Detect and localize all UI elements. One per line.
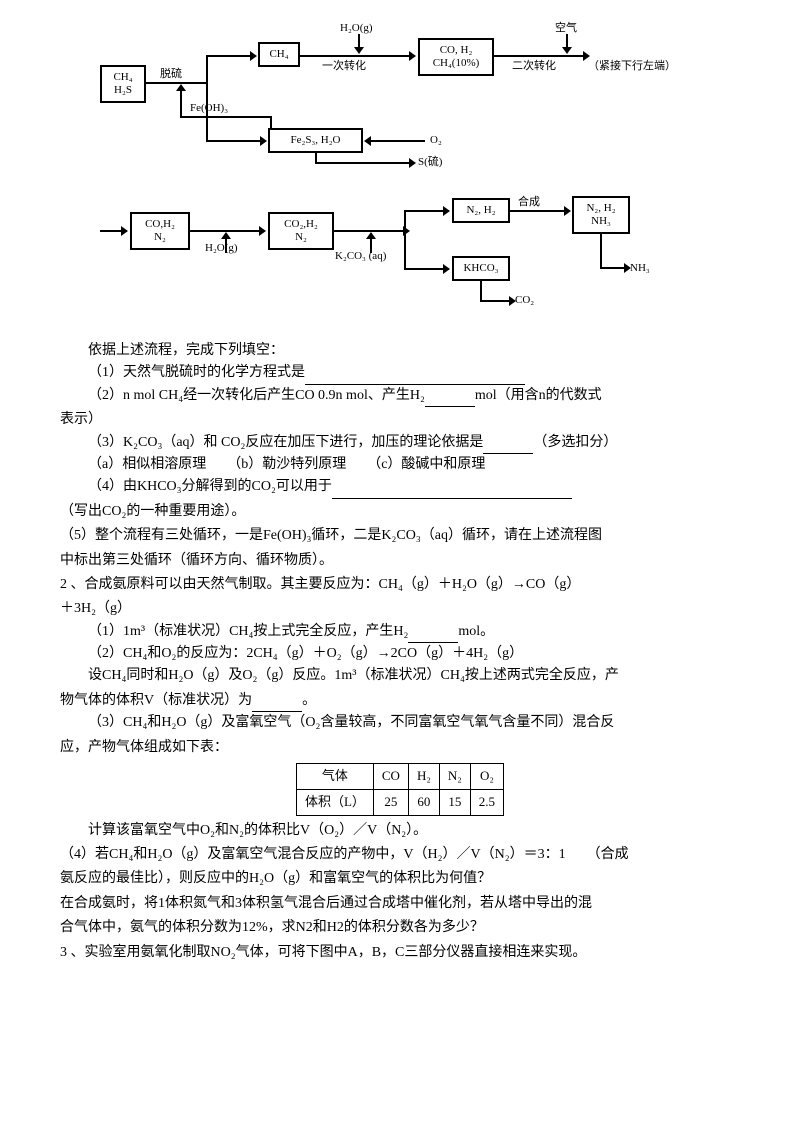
label-h2og2: H₂O(g) (205, 240, 238, 258)
q3a: （3）K₂CO₃（aq）和 CO₂反应在加压下进行，加压的理论依据是 (88, 435, 483, 450)
arrow (404, 268, 444, 270)
label-hecheng: 合成 (518, 194, 540, 212)
td-n2: 15 (439, 789, 470, 815)
q4b: （写出CO₂的一种重要用途）。 (60, 501, 740, 523)
q5a: （5）整个流程有三处循环，一是Fe(OH)₃循环，二是K₂CO₃（aq）循环，请… (60, 525, 740, 547)
gas-composition-table: 气体 CO H₂ N₂ O₂ 体积（L） 25 60 15 2.5 (296, 763, 504, 816)
box-ch4-h2s: CH₄H₂S (100, 65, 146, 103)
intro: 依据上述流程，完成下列填空： (60, 340, 740, 362)
q5b: 中标出第三处循环（循环方向、循环物质）。 (60, 550, 740, 572)
th-n2: N₂ (439, 764, 470, 790)
line (206, 55, 208, 140)
arrow (566, 34, 568, 48)
arrow (300, 55, 410, 57)
line (480, 280, 482, 300)
th-h2: H₂ (408, 764, 439, 790)
p2intro: 2 、合成氨原料可以由天然气制取。其主要反应为：CH₄（g）＋H₂O（g）→CO… (60, 574, 740, 596)
p2q4b: 氨反应的最佳比），则反应中的H₂O（g）和富氧空气的体积比为何值？ (60, 868, 740, 890)
box-co2h2n2: CO₂,H₂N₂ (268, 212, 334, 250)
label-k2co3: K₂CO₃ (aq) (335, 248, 386, 266)
box-khco3: KHCO₃ (452, 256, 510, 281)
p2q5a: 在合成氨时，将1体积氮气和3体积氢气混合后通过合成塔中催化剂，若从塔中导出的混 (60, 893, 740, 915)
q1: （1）天然气脱硫时的化学方程式是 (60, 362, 740, 384)
p2q2: （2）CH₄和O₂的反应为：2CH₄（g）＋O₂（g）→2CO（g）＋4H₂（g… (60, 643, 740, 665)
box-fe2s3: Fe₂S₃, H₂O (268, 128, 363, 153)
q1-text: （1）天然气脱硫时的化学方程式是 (88, 365, 305, 380)
th-o2: O₂ (470, 764, 503, 790)
table-data-row: 体积（L） 25 60 15 2.5 (296, 789, 503, 815)
p2q3a: （3）CH₄和H₂O（g）及富氧空气（O₂含量较高，不同富氧空气氧气含量不同）混… (60, 712, 740, 734)
p2q3c: 计算该富氧空气中O₂和N₂的体积比V（O₂）／V（N₂）。 (60, 820, 740, 842)
q3: （3）K₂CO₃（aq）和 CO₂反应在加压下进行，加压的理论依据是 （多选扣分） (60, 432, 740, 454)
p2q5b: 合气体中，氨气的体积分数为12%，求N2和H2的体积分数各为多少？ (60, 917, 740, 939)
p3: 3 、实验室用氨氧化制取NO₂气体，可将下图中A，B，C三部分仪器直接相连来实现… (60, 942, 740, 964)
p2q3b: 应，产物气体组成如下表： (60, 737, 740, 759)
label-o2: O₂ (430, 132, 442, 150)
label-yici: 一次转化 (322, 58, 366, 76)
blank-q3 (483, 440, 533, 454)
p2q2c: 。 (302, 693, 316, 708)
blank-p2q1 (408, 629, 458, 643)
q3opts: （a）相似相溶原理 （b）勒沙特列原理 （c）酸碱中和原理 (60, 454, 740, 476)
q2b: mol（用含n的代数式 (475, 388, 602, 403)
arrow (358, 34, 360, 48)
blank-q4 (332, 485, 572, 499)
table-header-row: 气体 CO H₂ N₂ O₂ (296, 764, 503, 790)
arrow (370, 140, 425, 142)
arrow (100, 230, 122, 232)
label-h2og: H₂O(g) (340, 20, 373, 38)
p2q1a: （1）1m³（标准状况）CH₄按上式完全反应，产生H₂ (88, 624, 408, 639)
arrow (370, 238, 372, 253)
line (315, 152, 317, 162)
th-co: CO (373, 764, 408, 790)
td-label: 体积（L） (296, 789, 373, 815)
process-diagram-1: CH₄H₂S 脱硫 CH₄ H₂O(g) 一次转化 CO, H₂CH₄(10%)… (100, 20, 740, 180)
td-h2: 60 (408, 789, 439, 815)
label-co2: CO₂ (515, 292, 534, 310)
arrow (480, 300, 510, 302)
line (404, 210, 406, 268)
box-n2h2: N₂, H₂ (452, 198, 510, 223)
q4a: （4）由KHCO₃分解得到的CO₂可以用于 (88, 479, 332, 494)
blank-q2 (425, 393, 475, 407)
label-jiexia: （紧接下行左端） (588, 58, 676, 76)
arrow (206, 140, 261, 142)
q2a: （2）n mol CH₄经一次转化后产生CO 0.9n mol、产生H₂ (88, 388, 425, 403)
q3b: （多选扣分） (533, 435, 617, 450)
blank-q1 (305, 371, 525, 385)
label-erci: 二次转化 (512, 58, 556, 76)
q4: （4）由KHCO₃分解得到的CO₂可以用于 (60, 476, 740, 498)
box-coh2: CO, H₂CH₄(10%) (418, 38, 494, 76)
q2c: 表示） (60, 409, 740, 431)
p2intro2: ＋3H₂（g） (60, 598, 740, 620)
line (600, 232, 602, 267)
label-nh3: NH₃ (630, 260, 650, 278)
arrow (600, 267, 625, 269)
arrow (404, 210, 444, 212)
p2q2a: 设CH₄同时和H₂O（g）及O₂（g）反应。1m³（标准状况）CH₄按上述两式完… (60, 665, 740, 687)
arrow (206, 55, 251, 57)
p2q1: （1）1m³（标准状况）CH₄按上式完全反应，产生H₂ mol。 (60, 621, 740, 643)
td-o2: 2.5 (470, 789, 503, 815)
blank-p2q2 (252, 698, 302, 712)
label-feoh3: Fe(OH)₃ (190, 100, 228, 118)
process-diagram-2: CO,H₂N₂ H₂O(g) CO₂,H₂N₂ K₂CO₃ (aq) N₂, H… (100, 190, 740, 330)
label-tuoliu: 脱硫 (160, 66, 182, 84)
box-n2h2nh3: N₂, H₂NH₃ (572, 196, 630, 234)
box-coh2n2: CO,H₂N₂ (130, 212, 190, 250)
arrow (225, 238, 227, 253)
q2: （2）n mol CH₄经一次转化后产生CO 0.9n mol、产生H₂ mol（… (60, 385, 740, 407)
arrow (494, 55, 584, 57)
p2q2b-line: 物气体的体积V（标准状况）为 。 (60, 690, 740, 712)
p2q1b: mol。 (458, 624, 494, 639)
arrow (180, 90, 182, 116)
p2q2b: 物气体的体积V（标准状况）为 (60, 693, 252, 708)
box-ch4: CH₄ (258, 42, 300, 67)
label-sliu: S(硫) (418, 154, 442, 172)
line (270, 116, 272, 128)
td-co: 25 (373, 789, 408, 815)
arrow (315, 162, 410, 164)
th-gas: 气体 (296, 764, 373, 790)
p2q4a: （4）若CH₄和H₂O（g）及富氧空气混合反应的产物中，V（H₂）／V（N₂）＝… (60, 844, 740, 866)
